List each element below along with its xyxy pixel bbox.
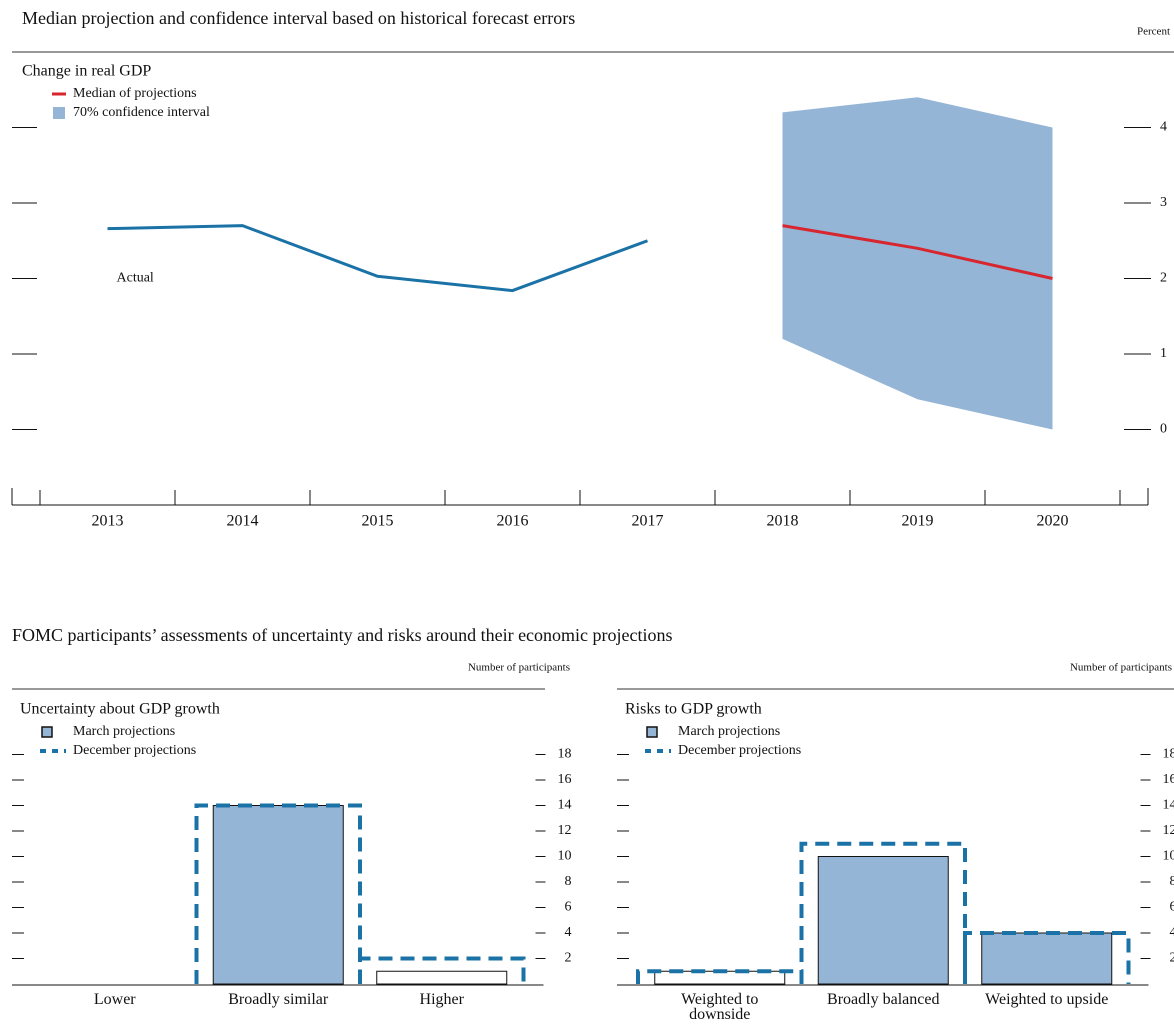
panel-title: Risks to GDP growth	[625, 701, 762, 718]
y-tick-label: 10	[558, 849, 572, 864]
x-tick-label: Lower	[93, 991, 136, 1008]
y-tick-label: 4	[1160, 120, 1167, 135]
y-tick-label: 10	[1163, 849, 1174, 864]
y-tick-label: 8	[565, 874, 572, 889]
x-tick-label: 2015	[362, 513, 394, 530]
legend-label: December projections	[73, 743, 196, 758]
y-tick-label: 6	[565, 900, 572, 915]
legend-label: Median of projections	[73, 86, 197, 101]
y-tick-label: 12	[558, 823, 572, 838]
y-tick-label: 4	[1170, 925, 1174, 940]
y-tick-label: 2	[1170, 951, 1174, 966]
y-tick-label: 0	[1160, 422, 1167, 437]
x-tick-label: 2019	[902, 513, 934, 530]
legend-swatch	[41, 726, 53, 738]
y-tick-label: 4	[565, 925, 572, 940]
december-step	[358, 956, 526, 984]
bar	[212, 805, 344, 985]
x-tick-label: Broadly balanced	[827, 991, 940, 1008]
x-tick-label: 2013	[92, 513, 124, 530]
x-tick-label: 2014	[227, 513, 259, 530]
unit-label: Number of participants	[468, 662, 570, 674]
legend-label: March projections	[678, 724, 780, 739]
panel-title: Uncertainty about GDP growth	[20, 701, 220, 718]
december-step	[799, 841, 967, 984]
panel-title: Change in real GDP	[22, 63, 151, 80]
y-tick-label: 18	[558, 747, 572, 762]
y-tick-label: 6	[1170, 900, 1174, 915]
x-tick-label: Weighted to upside	[985, 991, 1109, 1008]
y-tick-label: 16	[1163, 772, 1174, 787]
x-tick-label: Weighted to downside	[681, 991, 759, 1023]
legend-swatch	[646, 726, 658, 738]
y-tick-label: 1	[1160, 346, 1167, 361]
y-tick-label: 14	[1163, 798, 1174, 813]
y-tick-label: 16	[558, 772, 572, 787]
unit-label: Number of participants	[1070, 662, 1172, 674]
x-tick-label: 2020	[1037, 513, 1069, 530]
series-line	[782, 224, 1053, 280]
y-tick-label: 2	[565, 951, 572, 966]
confidence-band	[782, 97, 1053, 430]
y-tick-label: 14	[558, 798, 572, 813]
december-step	[194, 803, 362, 984]
x-tick-label: 2016	[497, 513, 529, 530]
section-title: FOMC participants’ assessments of uncert…	[12, 625, 673, 645]
legend-swatch	[53, 107, 65, 119]
x-tick-label: Broadly similar	[228, 991, 329, 1008]
bar	[376, 970, 508, 985]
unit-label: Percent	[1137, 26, 1170, 38]
december-step	[963, 931, 1131, 984]
legend-label: March projections	[73, 724, 175, 739]
bar	[817, 856, 949, 985]
chart-title: Median projection and confidence interva…	[22, 8, 575, 28]
y-tick-label: 12	[1163, 823, 1174, 838]
legend-label: 70% confidence interval	[73, 105, 210, 120]
y-tick-label: 3	[1160, 195, 1167, 210]
series-line	[107, 224, 649, 293]
y-tick-label: 18	[1163, 747, 1174, 762]
y-tick-label: 2	[1160, 271, 1167, 286]
x-tick-label: 2018	[767, 513, 799, 530]
x-tick-label: 2017	[632, 513, 664, 530]
x-tick-label: Higher	[419, 991, 464, 1008]
bar	[981, 932, 1113, 985]
series-annotation: Actual	[117, 271, 154, 286]
y-tick-label: 8	[1170, 874, 1174, 889]
legend-label: December projections	[678, 743, 801, 758]
